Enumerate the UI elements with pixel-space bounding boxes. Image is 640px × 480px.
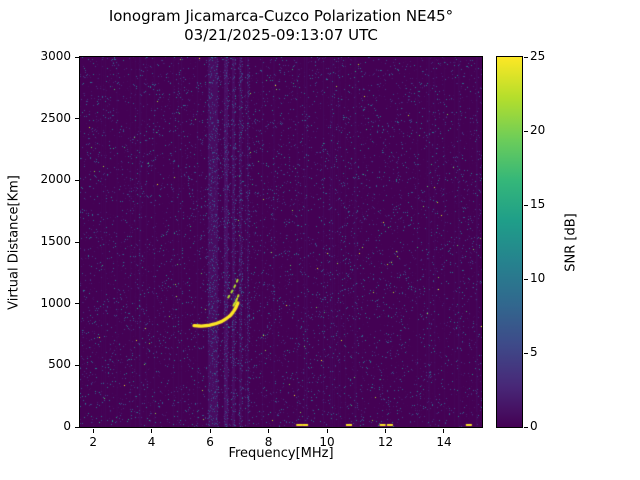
x-tick-mark (268, 429, 270, 433)
y-tick-label: 0 (63, 419, 71, 433)
title-block: Ionogram Jicamarca-Cuzco Polarization NE… (79, 7, 483, 45)
colorbar-tick-mark (524, 130, 528, 132)
y-tick-label: 500 (48, 357, 71, 372)
colorbar-tick-mark (524, 56, 528, 58)
x-tick-mark (209, 429, 211, 433)
colorbar-tick-mark (524, 352, 528, 354)
x-tick-mark (385, 429, 387, 433)
x-tick-mark (443, 429, 445, 433)
colorbar-label: SNR [dB] (563, 213, 579, 272)
colorbar-tick-mark (524, 426, 528, 428)
colorbar (496, 56, 523, 428)
x-tick-mark (326, 429, 328, 433)
x-axis-label: Frequency[MHz] (228, 446, 334, 461)
colorbar-tick-mark (524, 278, 528, 280)
x-tick-mark (92, 429, 94, 433)
colorbar-tick-label: 0 (530, 419, 538, 433)
plot-area (79, 56, 483, 428)
y-tick-label: 3000 (40, 49, 71, 63)
x-tick-mark (151, 429, 153, 433)
y-tick-label: 2500 (40, 110, 71, 125)
colorbar-tick-mark (524, 204, 528, 206)
colorbar-tick-label: 15 (530, 197, 546, 211)
ionogram-heatmap (80, 57, 482, 427)
colorbar-tick-label: 20 (530, 123, 546, 137)
y-axis-label: Virtual Distance[Km] (6, 175, 22, 310)
colorbar-tick-label: 5 (530, 345, 538, 359)
chart-title: Ionogram Jicamarca-Cuzco Polarization NE… (108, 7, 454, 25)
colorbar-tick-label: 25 (530, 49, 546, 63)
chart-subtitle: 03/21/2025-09:13:07 UTC (184, 26, 378, 44)
colorbar-tick-label: 10 (530, 271, 546, 285)
